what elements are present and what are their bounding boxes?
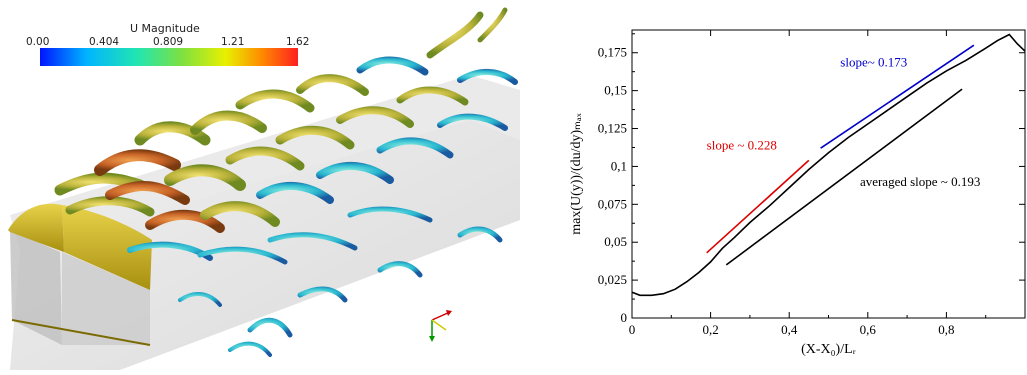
- y-tick-label: 0,175: [598, 45, 627, 60]
- series-line-3: [820, 44, 975, 149]
- x-tick-label: 0,4: [781, 322, 798, 337]
- block-edge: [11, 319, 151, 346]
- colorbar-tick: 0.809: [153, 36, 184, 48]
- annotation-label: slope ~ 0.228: [707, 138, 777, 153]
- y-tick-label: 0,1: [611, 158, 627, 173]
- annotation-label: slope~ 0.173: [840, 54, 907, 69]
- x-tick-label: 0,6: [860, 322, 877, 337]
- chart-panel: 0 0,2 0,4 0,6 0,8 0 0,025 0,05 0,075 0,1 0,125 0,15…: [560, 0, 1027, 370]
- x-tick-label: 0,2: [702, 322, 718, 337]
- x-axis-label: (X-X₀)/Lᵣ: [801, 342, 856, 357]
- y-tick-label: 0,125: [598, 121, 627, 136]
- y-tick-label: 0,025: [598, 272, 627, 287]
- y-axis-label: max(U(y))/(du/dy)ₘₐₓ: [569, 112, 584, 235]
- x-tick-label: 0,8: [938, 322, 954, 337]
- vortex-structures: [54, 7, 518, 357]
- bluff-body-block: [8, 203, 64, 252]
- colorbar-tick: 0.00: [26, 36, 50, 48]
- channel-front-face: [10, 230, 62, 345]
- colorbar-tick: 1.21: [221, 36, 245, 48]
- y-tick-label: 0,05: [604, 234, 627, 249]
- channel-front-face-2: [62, 252, 150, 345]
- y-tick-label: 0,075: [598, 196, 627, 211]
- colorbar-tick: 1.62: [286, 36, 310, 48]
- colorbar-tick: 0.404: [89, 36, 120, 48]
- x-tick-label: 0: [629, 322, 636, 337]
- y-tick-label: 0,15: [604, 83, 627, 98]
- series-line-1: [725, 88, 963, 266]
- bluff-body-block-2: [62, 205, 152, 290]
- y-tick-label: 0: [621, 310, 628, 325]
- flow-visualization-panel: U Magnitude 0.00 0.404 0.809 1.21 1.62: [0, 0, 520, 370]
- flow-visualization: [8, 7, 520, 370]
- series-line-2: [706, 159, 810, 254]
- slope-chart: 0 0,2 0,4 0,6 0,8 0 0,025 0,05 0,075 0,1 0,125 0,15…: [569, 29, 1026, 357]
- series-line-0: [631, 33, 1026, 297]
- axis-triad-icon: [429, 310, 452, 342]
- colorbar-gradient: [40, 48, 298, 66]
- colorbar-title: U Magnitude: [130, 22, 200, 35]
- annotation-label: averaged slope ~ 0.193: [860, 174, 980, 189]
